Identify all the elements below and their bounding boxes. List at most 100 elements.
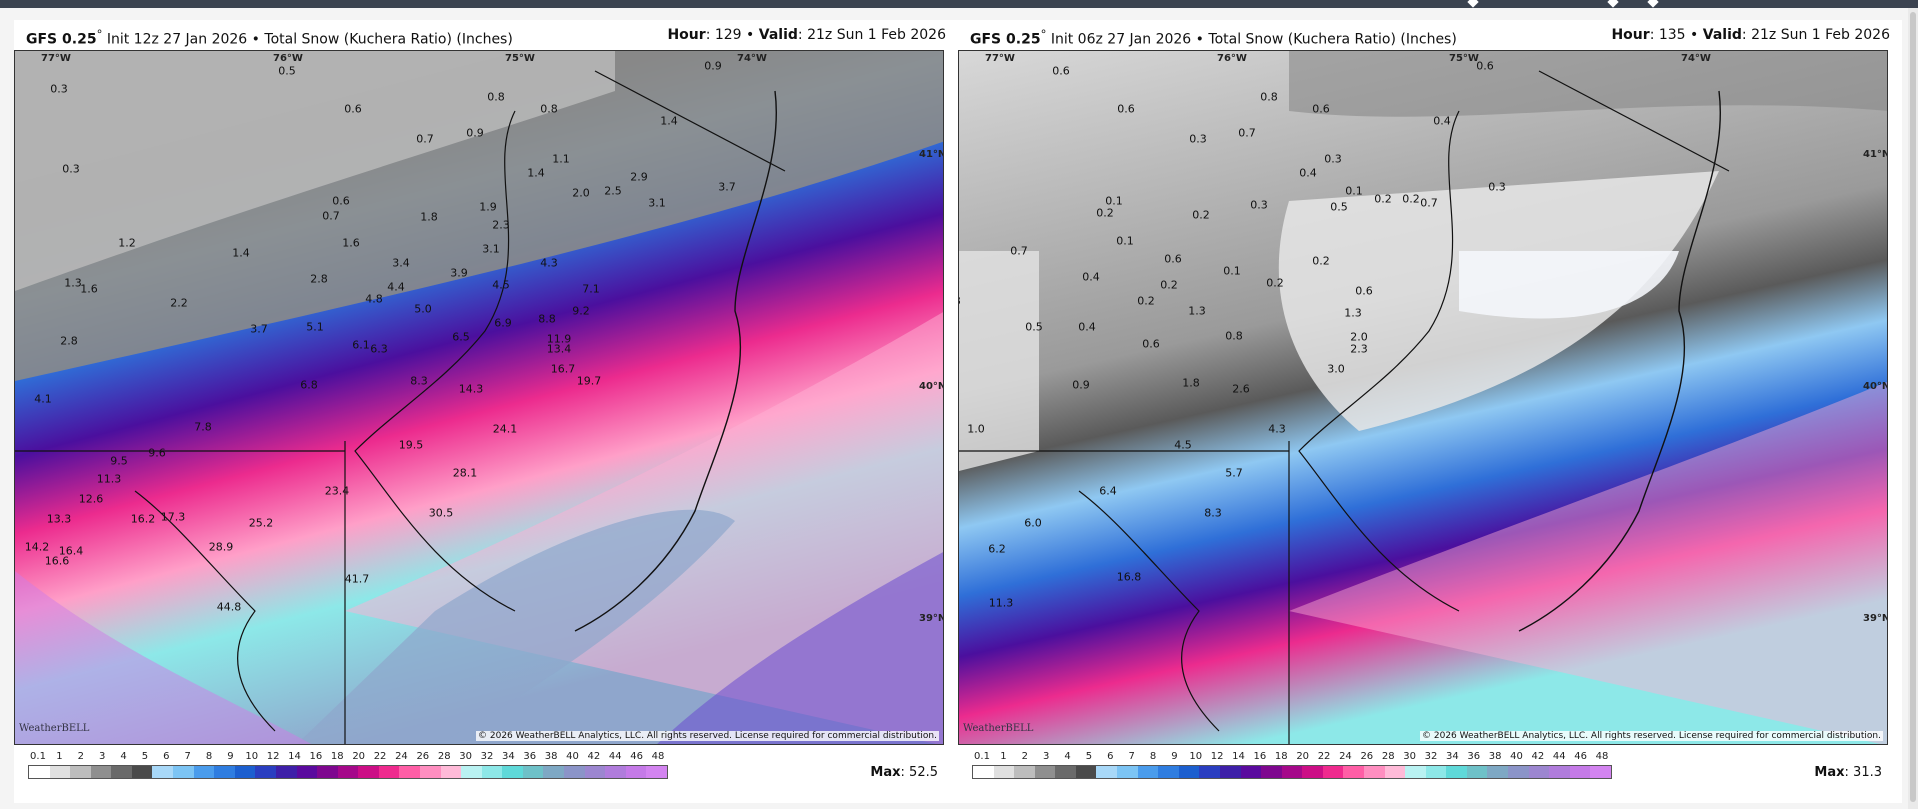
scale-swatch xyxy=(543,766,565,778)
valid-time: 21z Sun 1 Feb 2026 xyxy=(807,27,946,43)
scale-tick-label: 24 xyxy=(395,751,408,762)
snowfall-value-label: 7.8 xyxy=(194,420,212,434)
copyright-notice: © 2026 WeatherBELL Analytics, LLC. All r… xyxy=(1420,731,1883,741)
snowfall-value-label: 28.9 xyxy=(208,540,234,554)
scale-swatch xyxy=(1590,766,1611,778)
scale-swatch xyxy=(1158,766,1179,778)
nav-marker[interactable] xyxy=(1648,0,1660,8)
snowfall-value-label: 0.9 xyxy=(466,126,484,140)
snowfall-value-label: 0.6 xyxy=(1355,284,1373,298)
color-scale: 0.1 1 2 3 4 5 6 7 8 9 10 12 14 16 18 20 22 24 26 28 30 32 34 36… xyxy=(28,749,948,801)
scale-tick-label: 12 xyxy=(266,751,280,762)
map-panel-1: GFS 0.25° Init 12z 27 Jan 2026 • Total S… xyxy=(14,20,958,803)
snowfall-value-label: 1.3 xyxy=(1344,306,1362,320)
scale-swatch xyxy=(1014,766,1035,778)
scale-swatch xyxy=(1363,766,1385,778)
scale-swatch xyxy=(522,766,544,778)
snowfall-value-label: 0.5 xyxy=(278,64,296,78)
vertical-scrollbar[interactable] xyxy=(1908,8,1918,809)
snowfall-value-label: 1.3 xyxy=(1188,304,1206,318)
scale-tick-label: 40 xyxy=(566,751,579,762)
scale-tick-label: 12 xyxy=(1210,751,1224,762)
scale-swatch xyxy=(564,766,585,778)
snowfall-value-label: 0.2 xyxy=(1402,192,1420,206)
scale-tick-label: 1 xyxy=(56,751,63,762)
scale-tick-label: 9 xyxy=(227,751,234,762)
scrollbar-thumb[interactable] xyxy=(1910,12,1916,802)
max-number: 52.5 xyxy=(909,765,938,780)
scale-swatch xyxy=(193,766,215,778)
snowfall-value-label: 0.6 xyxy=(1117,102,1135,116)
snowfall-value-label: 2.9 xyxy=(630,170,648,184)
snowfall-value-label: 0.8 xyxy=(959,295,961,308)
scale-swatch xyxy=(993,766,1015,778)
snowfall-value-label: 0.3 xyxy=(1324,152,1342,166)
scale-swatch xyxy=(973,766,994,778)
snowfall-value-label: 13.3 xyxy=(46,512,72,526)
scale-swatch xyxy=(152,766,174,778)
snowfall-value-label: 1.9 xyxy=(479,200,497,214)
snowfall-value-label: 0.7 xyxy=(1238,126,1256,140)
snowfall-value-label: 17.3 xyxy=(160,510,186,524)
scale-tick-label: 14 xyxy=(1232,751,1245,762)
scale-swatch xyxy=(1384,766,1406,778)
scale-swatch xyxy=(1199,766,1220,778)
scale-tick-label: 26 xyxy=(416,751,430,762)
snowfall-value-label: 1.2 xyxy=(118,236,136,250)
snowfall-value-label: 0.3 xyxy=(1189,132,1207,146)
scale-swatch xyxy=(625,766,647,778)
scale-swatch xyxy=(1425,766,1447,778)
snowfall-value-label: 3.7 xyxy=(718,180,736,194)
scale-tick-label: 44 xyxy=(1552,751,1566,762)
nav-marker[interactable] xyxy=(1468,0,1480,8)
scale-tick-label: 32 xyxy=(480,751,494,762)
scale-tick-label: 0.1 xyxy=(974,751,990,762)
scale-tick-label: 7 xyxy=(1128,751,1135,762)
snowfall-value-label: 0.3 xyxy=(1488,180,1506,194)
scale-tick-label: 28 xyxy=(437,751,451,762)
scale-tick-label: 30 xyxy=(459,751,472,762)
snowfall-value-label: 11.3 xyxy=(988,596,1014,610)
scale-swatch xyxy=(337,766,359,778)
scale-swatch xyxy=(1219,766,1241,778)
scale-swatch xyxy=(1322,766,1344,778)
scale-tick-label: 24 xyxy=(1339,751,1352,762)
scale-tick-label: 3 xyxy=(98,751,106,762)
snowfall-map[interactable]: 77°W 76°W 75°W 74°W 41°N 40°N 39°N 0.3 0.… xyxy=(14,50,944,745)
snowfall-value-label: 2.3 xyxy=(1350,342,1368,356)
scale-swatch xyxy=(358,766,379,778)
snowfall-value-label: 1.0 xyxy=(967,422,985,436)
snowfall-value-label: 0.8 xyxy=(540,102,558,116)
snowfall-value-label: 0.7 xyxy=(322,209,340,223)
scale-swatch xyxy=(111,766,132,778)
snowfall-value-label: 0.9 xyxy=(704,59,722,73)
snowfall-value-label: 2.8 xyxy=(60,334,78,348)
snowfall-value-label: 0.3 xyxy=(50,82,68,96)
scale-tick-label: 14 xyxy=(288,751,301,762)
nav-marker[interactable] xyxy=(1608,0,1620,8)
snowfall-value-label: 4.3 xyxy=(1268,422,1286,436)
snowfall-value-label: 2.6 xyxy=(1232,382,1250,396)
scale-swatch xyxy=(1302,766,1323,778)
snowfall-value-label: 7.1 xyxy=(582,282,600,296)
hour-value: 129 xyxy=(714,27,742,43)
snowfall-map[interactable]: 77°W 76°W 75°W 74°W 41°N 40°N 39°N 0.6 0.… xyxy=(958,50,1888,745)
snowfall-value-label: 0.4 xyxy=(1078,320,1096,334)
copyright-notice: © 2026 WeatherBELL Analytics, LLC. All r… xyxy=(476,731,939,741)
scale-tick-label: 8 xyxy=(205,751,213,762)
product-name: Total Snow (Kuchera Ratio) (Inches) xyxy=(264,31,513,48)
snowfall-value-label: 0.6 xyxy=(1312,102,1330,116)
max-value: Max: 52.5 xyxy=(870,765,938,780)
snowfall-value-label: 0.2 xyxy=(1160,278,1178,292)
scale-swatch xyxy=(70,766,91,778)
scale-tick-label: 48 xyxy=(651,751,665,762)
max-label: Max xyxy=(1814,765,1845,780)
snowfall-value-label: 4.1 xyxy=(34,392,52,406)
snowfall-value-label: 6.0 xyxy=(1024,516,1042,530)
snowfall-value-label: 25.2 xyxy=(248,516,274,530)
lat-label: 39°N xyxy=(1863,613,1888,624)
lat-label: 40°N xyxy=(919,381,944,392)
scale-swatch xyxy=(440,766,462,778)
scale-tick-label: 18 xyxy=(1274,751,1288,762)
snowfall-value-label: 0.8 xyxy=(1225,329,1243,343)
